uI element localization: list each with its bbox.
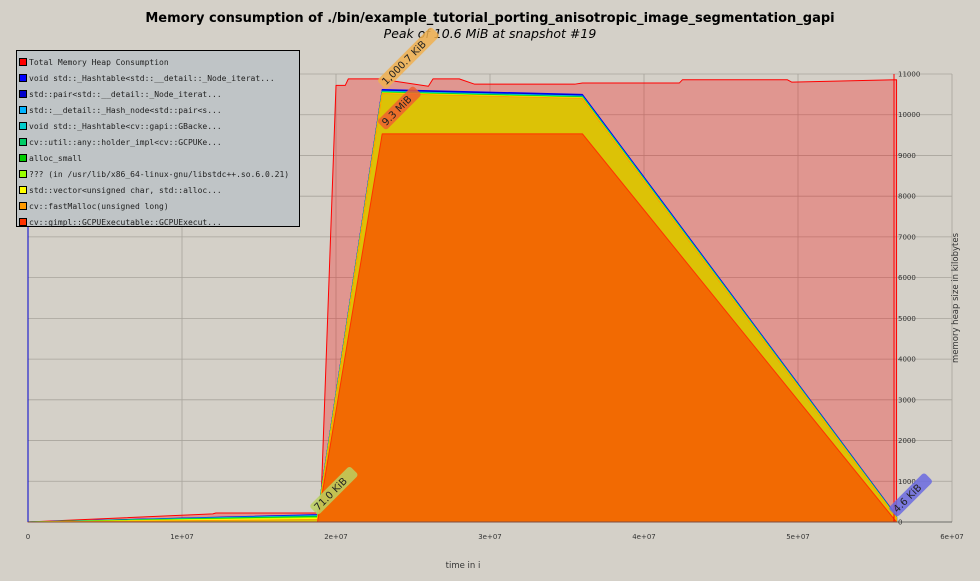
y-tick-label: 5000 [898,315,916,323]
y-tick-label: 0 [898,519,902,527]
legend-label: std::__detail::_Hash_node<std::pair<s... [29,105,222,115]
legend-label: void std::_Hashtable<cv::gapi::GBacke... [29,121,222,131]
y-tick-label: 1000 [898,478,916,486]
legend-item: void std::_Hashtable<std::__detail::_Nod… [19,71,275,85]
y-axis-title: memory heap size in kilobytes [951,232,961,363]
legend-label: cv::util::any::holder_impl<cv::GCPUKe... [29,137,222,147]
legend-swatch [19,58,27,66]
y-tick-label: 7000 [898,233,916,241]
y-tick-label: 3000 [898,396,916,404]
y-tick-label: 10000 [898,111,920,119]
legend-label: Total Memory Heap Consumption [29,57,169,67]
legend-label: std::pair<std::__detail::_Node_iterat... [29,89,222,99]
legend-swatch [19,74,27,82]
x-tick-label: 0 [26,533,30,541]
legend-label: cv::gimpl::GCPUExecutable::GCPUExecut... [29,217,222,227]
x-tick-label: 1e+07 [170,533,194,541]
legend-swatch [19,186,27,194]
annotation-box [889,473,932,517]
legend-label: alloc_small [29,153,82,163]
y-tick-label: 6000 [898,274,916,282]
legend-label: void std::_Hashtable<std::__detail::_Nod… [29,73,275,83]
annotation-box [310,466,358,515]
x-tick-label: 5e+07 [786,533,810,541]
x-tick-label: 4e+07 [632,533,656,541]
legend-item: void std::_Hashtable<cv::gapi::GBacke... [19,119,222,133]
legend-item: Total Memory Heap Consumption [19,55,169,69]
annotation-0: 1,000.7 KiB [378,27,439,89]
legend-swatch [19,90,27,98]
legend-item: ??? (in /usr/lib/x86_64-linux-gnu/libstd… [19,167,289,181]
legend-item: cv::fastMalloc(unsigned long) [19,199,169,213]
legend-swatch [19,202,27,210]
chart-title: Memory consumption of ./bin/example_tuto… [145,11,835,26]
y-tick-label: 11000 [898,71,920,79]
legend-item: std::pair<std::__detail::_Node_iterat... [19,87,222,101]
legend-label: cv::fastMalloc(unsigned long) [29,201,169,211]
legend-swatch [19,138,27,146]
y-tick-label: 2000 [898,437,916,445]
legend-item: cv::gimpl::GCPUExecutable::GCPUExecut... [19,215,222,229]
legend-item: alloc_small [19,151,82,165]
legend-item: cv::util::any::holder_impl<cv::GCPUKe... [19,135,222,149]
annotation-label: 1,000.7 KiB [380,39,429,88]
legend-swatch [19,122,27,130]
y-tick-label: 9000 [898,152,916,160]
x-tick-label: 2e+07 [324,533,348,541]
annotation-box [378,27,439,89]
legend-label: std::vector<unsigned char, std::alloc... [29,185,222,195]
y-tick-label: 8000 [898,193,916,201]
legend-item: std::vector<unsigned char, std::alloc... [19,183,222,197]
legend-swatch [19,218,27,226]
y-tick-label: 4000 [898,356,916,364]
legend-label: ??? (in /usr/lib/x86_64-linux-gnu/libstd… [29,169,290,179]
legend-item: std::__detail::_Hash_node<std::pair<s... [19,103,222,117]
legend-swatch [19,106,27,114]
x-tick-label: 6e+07 [940,533,964,541]
x-axis-title: time in i [446,561,481,571]
x-tick-label: 3e+07 [478,533,502,541]
legend-swatch [19,170,27,178]
annotation-box [378,86,421,130]
legend-swatch [19,154,27,162]
